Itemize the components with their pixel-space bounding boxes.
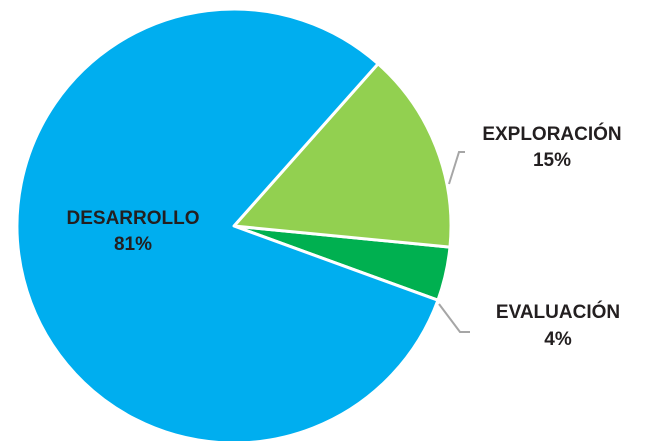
pie-slice-desarrollo: [15, 7, 440, 441]
pie-slices: [15, 7, 453, 441]
slice-label-evaluacion: EVALUACIÓN: [496, 301, 620, 323]
slice-value-desarrollo: 81%: [114, 234, 152, 255]
pie-slice-exploracion: [232, 62, 453, 249]
slice-label-desarrollo: DESARROLLO: [67, 208, 200, 229]
leader-line-evaluacion: [438, 303, 470, 333]
slice-value-evaluacion: 4%: [544, 329, 572, 350]
leader-line-exploracion: [448, 151, 465, 185]
leader-lines: [438, 151, 470, 333]
slice-value-exploracion: 15%: [533, 150, 571, 171]
slice-label-exploracion: EXPLORACIÓN: [482, 123, 621, 145]
